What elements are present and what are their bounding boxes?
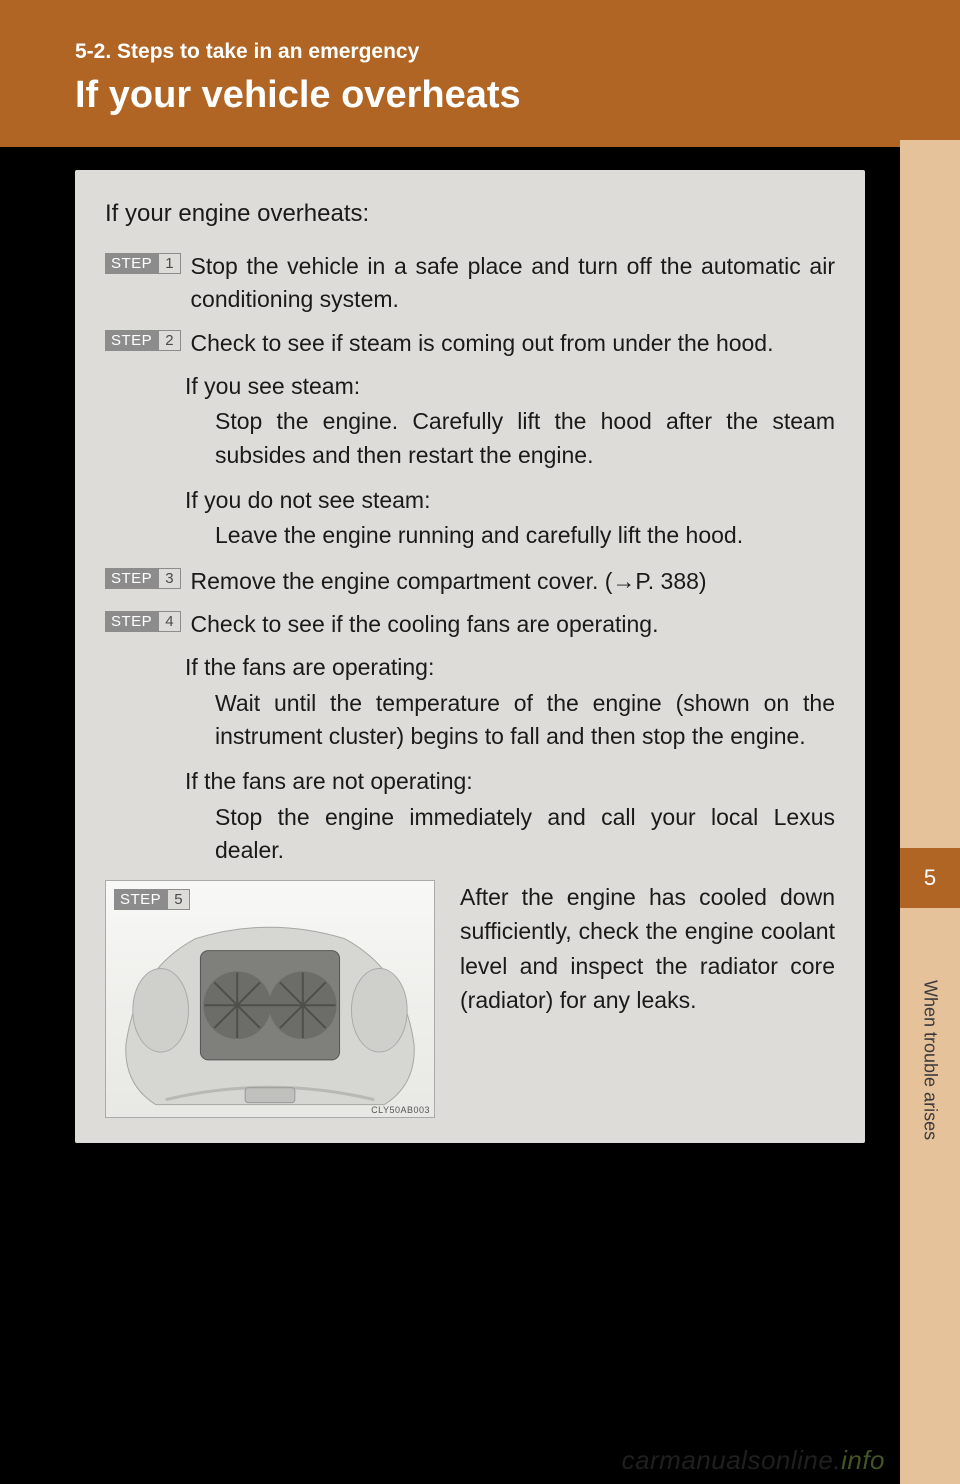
step-4-case-b: If the fans are not operating: Stop the …: [185, 765, 835, 867]
header-bar: 5-2. Steps to take in an emergency If yo…: [0, 0, 960, 147]
case-title: If the fans are not operating:: [185, 765, 835, 798]
chapter-tab: 5: [900, 848, 960, 908]
step-badge-1: STEP 1: [105, 253, 181, 274]
step-5-text: After the engine has cooled down suffici…: [460, 880, 835, 1018]
side-panel: [900, 140, 960, 1484]
step-number: 4: [158, 611, 180, 632]
step-4: STEP 4 Check to see if the cooling fans …: [105, 608, 835, 641]
case-title: If you see steam:: [185, 370, 835, 403]
section-label: 5-2. Steps to take in an emergency: [75, 40, 960, 64]
engine-svg: [106, 881, 434, 1118]
page-title: If your vehicle overheats: [75, 74, 960, 117]
step-2: STEP 2 Check to see if steam is coming o…: [105, 327, 835, 360]
case-title: If you do not see steam:: [185, 484, 835, 517]
case-detail: Stop the engine immediately and call you…: [215, 801, 835, 868]
watermark-domain: carmanualsonline.: [622, 1445, 842, 1475]
watermark-tld: info: [841, 1445, 885, 1475]
step-number: 2: [158, 330, 180, 351]
step-5: STEP 5: [105, 880, 835, 1118]
side-label: When trouble arises: [900, 930, 960, 1190]
engine-illustration: STEP 5: [105, 880, 435, 1118]
step-2-case-a: If you see steam: Stop the engine. Caref…: [185, 370, 835, 472]
step-word: STEP: [105, 568, 158, 589]
step-2-case-b: If you do not see steam: Leave the engin…: [185, 484, 835, 553]
step-badge-3: STEP 3: [105, 568, 181, 589]
step-3-text: Remove the engine compartment cover. (→P…: [191, 565, 835, 598]
step-1: STEP 1 Stop the vehicle in a safe place …: [105, 250, 835, 317]
step-badge-4: STEP 4: [105, 611, 181, 632]
step-number: 1: [158, 253, 180, 274]
intro-text: If your engine overheats:: [105, 200, 835, 228]
step-number: 3: [158, 568, 180, 589]
step-badge-2: STEP 2: [105, 330, 181, 351]
step-2-text: Check to see if steam is coming out from…: [191, 327, 835, 360]
step-1-text: Stop the vehicle in a safe place and tur…: [191, 250, 835, 317]
step-4-text: Check to see if the cooling fans are ope…: [191, 608, 835, 641]
watermark: carmanualsonline.info: [622, 1445, 885, 1476]
step-4-case-a: If the fans are operating: Wait until th…: [185, 651, 835, 753]
step-word: STEP: [105, 611, 158, 632]
step-word: STEP: [105, 253, 158, 274]
case-detail: Stop the engine. Carefully lift the hood…: [215, 405, 835, 472]
content-box: If your engine overheats: STEP 1 Stop th…: [75, 170, 865, 1143]
step-word: STEP: [105, 330, 158, 351]
chapter-number: 5: [924, 865, 936, 891]
case-detail: Wait until the temperature of the engine…: [215, 687, 835, 754]
image-code: CLY50AB003: [371, 1105, 430, 1115]
step-3: STEP 3 Remove the engine compartment cov…: [105, 565, 835, 598]
case-detail: Leave the engine running and carefully l…: [215, 519, 835, 552]
case-title: If the fans are operating:: [185, 651, 835, 684]
